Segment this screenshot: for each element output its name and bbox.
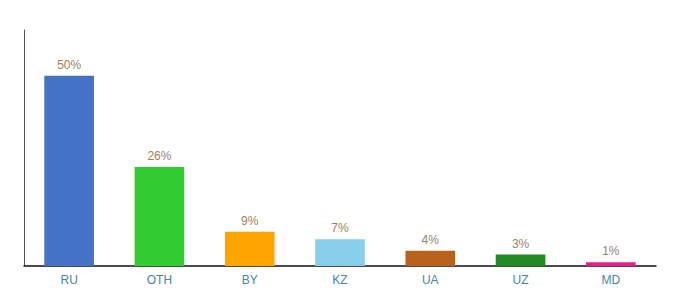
svg-text:OTH: OTH bbox=[147, 273, 172, 287]
svg-text:50%: 50% bbox=[57, 58, 81, 72]
svg-text:3%: 3% bbox=[512, 237, 530, 251]
svg-text:MD: MD bbox=[602, 273, 621, 287]
svg-text:RU: RU bbox=[60, 273, 77, 287]
svg-text:9%: 9% bbox=[241, 214, 259, 228]
svg-text:UA: UA bbox=[422, 273, 439, 287]
svg-text:BY: BY bbox=[242, 273, 258, 287]
svg-text:1%: 1% bbox=[602, 244, 620, 258]
svg-text:26%: 26% bbox=[147, 149, 171, 163]
svg-text:KZ: KZ bbox=[332, 273, 347, 287]
svg-text:UZ: UZ bbox=[513, 273, 529, 287]
svg-text:4%: 4% bbox=[422, 233, 440, 247]
svg-text:7%: 7% bbox=[331, 221, 349, 235]
